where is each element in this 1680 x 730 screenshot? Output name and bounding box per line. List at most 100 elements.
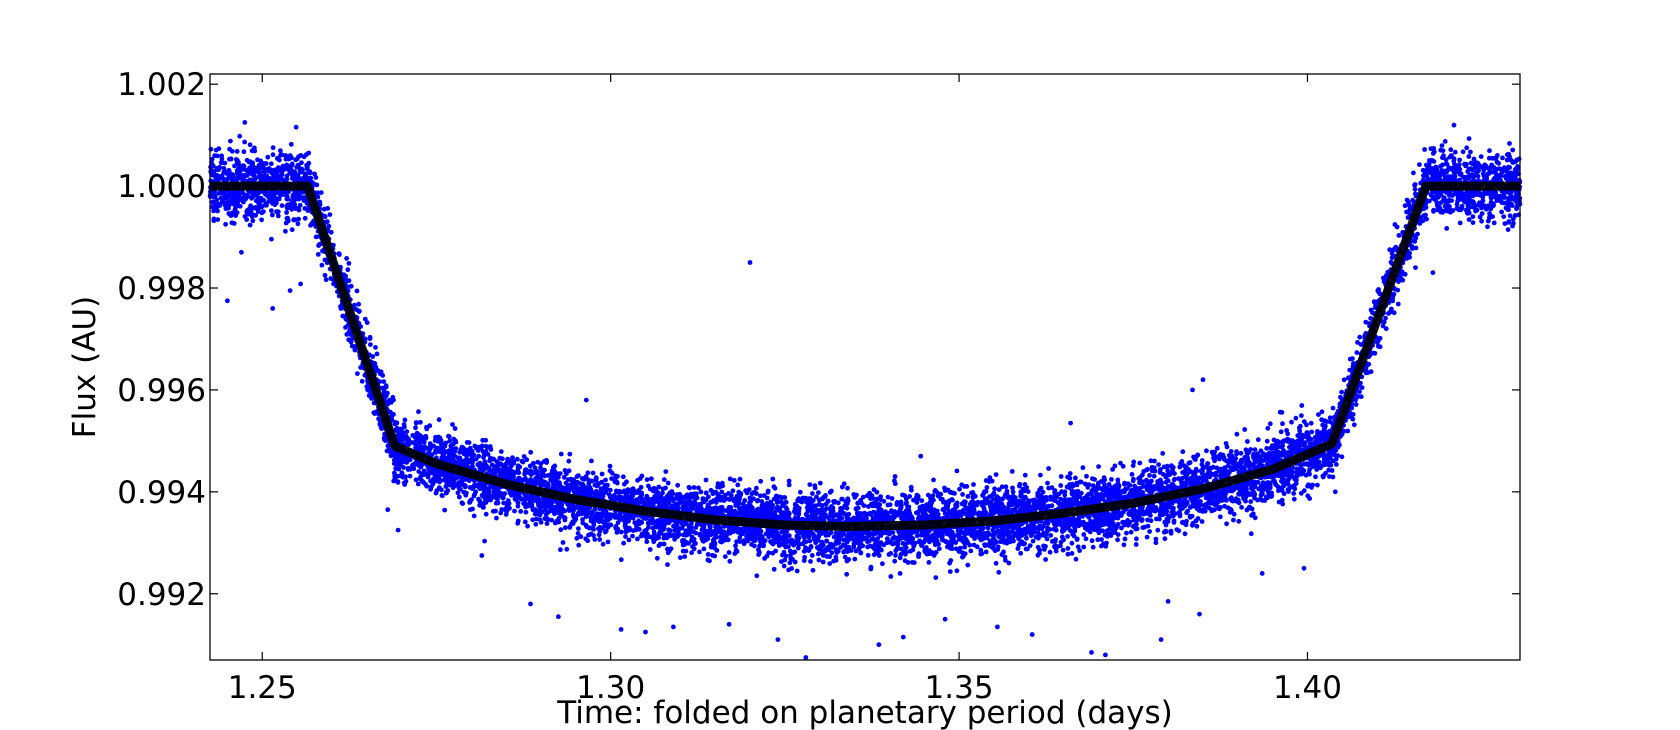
data-point <box>250 218 256 224</box>
data-point <box>575 531 581 536</box>
data-point <box>228 138 233 144</box>
data-point <box>1457 157 1462 163</box>
data-point <box>1222 503 1227 509</box>
data-point <box>786 478 792 484</box>
data-point <box>689 534 695 540</box>
data-point <box>490 508 496 514</box>
data-point <box>482 538 487 544</box>
data-point <box>1199 462 1205 467</box>
data-point <box>1124 530 1129 536</box>
data-point <box>359 378 365 384</box>
data-point <box>979 551 985 556</box>
data-point <box>1144 477 1149 483</box>
data-point <box>283 220 289 226</box>
data-point <box>293 157 299 163</box>
data-point <box>1155 527 1161 533</box>
data-point <box>816 490 821 495</box>
data-point <box>1514 206 1519 212</box>
data-point <box>805 513 810 519</box>
data-point <box>675 482 681 488</box>
data-point <box>968 548 974 554</box>
data-point <box>212 153 218 159</box>
data-point <box>960 492 965 497</box>
data-point <box>926 560 932 565</box>
data-point <box>1003 484 1009 490</box>
data-point <box>530 517 536 523</box>
data-point <box>234 149 240 154</box>
data-point <box>1080 465 1086 471</box>
data-point <box>719 489 725 495</box>
data-point <box>892 481 898 487</box>
data-point <box>1160 451 1166 456</box>
data-point <box>370 354 376 359</box>
data-point <box>446 433 451 439</box>
data-point <box>794 568 800 574</box>
data-point <box>1500 155 1505 161</box>
data-point <box>1121 542 1127 548</box>
data-point <box>278 148 283 154</box>
data-point <box>908 484 914 490</box>
data-point <box>270 152 276 158</box>
data-point <box>442 507 448 513</box>
data-point <box>809 553 815 558</box>
data-point <box>592 537 598 542</box>
data-point <box>755 497 761 503</box>
data-point <box>1267 421 1273 427</box>
data-point <box>1147 529 1152 534</box>
data-point <box>328 229 334 235</box>
data-point <box>1137 460 1143 466</box>
data-point <box>576 542 582 548</box>
data-point <box>726 550 732 555</box>
data-point <box>1077 548 1082 553</box>
data-point <box>1046 466 1051 471</box>
data-point <box>1024 535 1029 541</box>
data-point <box>1069 540 1075 546</box>
data-point <box>758 478 764 484</box>
data-point <box>1103 543 1109 549</box>
data-point <box>1291 496 1297 502</box>
data-point <box>1153 540 1159 546</box>
data-point <box>626 537 632 543</box>
data-point <box>289 227 295 233</box>
data-point <box>482 489 487 495</box>
data-point <box>1395 301 1401 307</box>
data-point <box>797 489 803 495</box>
data-point <box>346 261 352 266</box>
data-point <box>578 534 584 540</box>
data-point <box>1430 189 1435 195</box>
data-point <box>345 267 351 273</box>
data-point <box>452 426 458 431</box>
data-point <box>1182 531 1188 537</box>
data-point <box>1090 544 1096 550</box>
data-point <box>710 552 715 558</box>
data-point <box>1506 219 1512 224</box>
data-point <box>1252 447 1258 452</box>
data-point <box>618 557 624 563</box>
data-point <box>564 546 570 552</box>
data-point <box>1045 480 1050 486</box>
data-point <box>340 313 346 319</box>
data-point <box>1501 214 1507 220</box>
data-point <box>1339 389 1344 395</box>
data-point <box>593 477 599 483</box>
data-point <box>443 489 449 495</box>
data-point <box>965 494 971 499</box>
data-point <box>825 498 831 504</box>
data-point <box>1326 467 1332 473</box>
data-point <box>318 190 324 196</box>
data-point <box>871 487 877 493</box>
data-point <box>576 526 581 531</box>
data-point <box>295 221 301 227</box>
data-point <box>645 525 651 530</box>
data-point <box>1186 460 1192 466</box>
data-point <box>1082 481 1088 487</box>
data-point <box>1238 450 1244 456</box>
data-point <box>771 566 777 572</box>
data-point <box>1265 425 1271 431</box>
data-point <box>1224 521 1229 527</box>
data-point <box>749 491 755 497</box>
data-point <box>682 554 688 559</box>
data-point <box>515 503 521 509</box>
